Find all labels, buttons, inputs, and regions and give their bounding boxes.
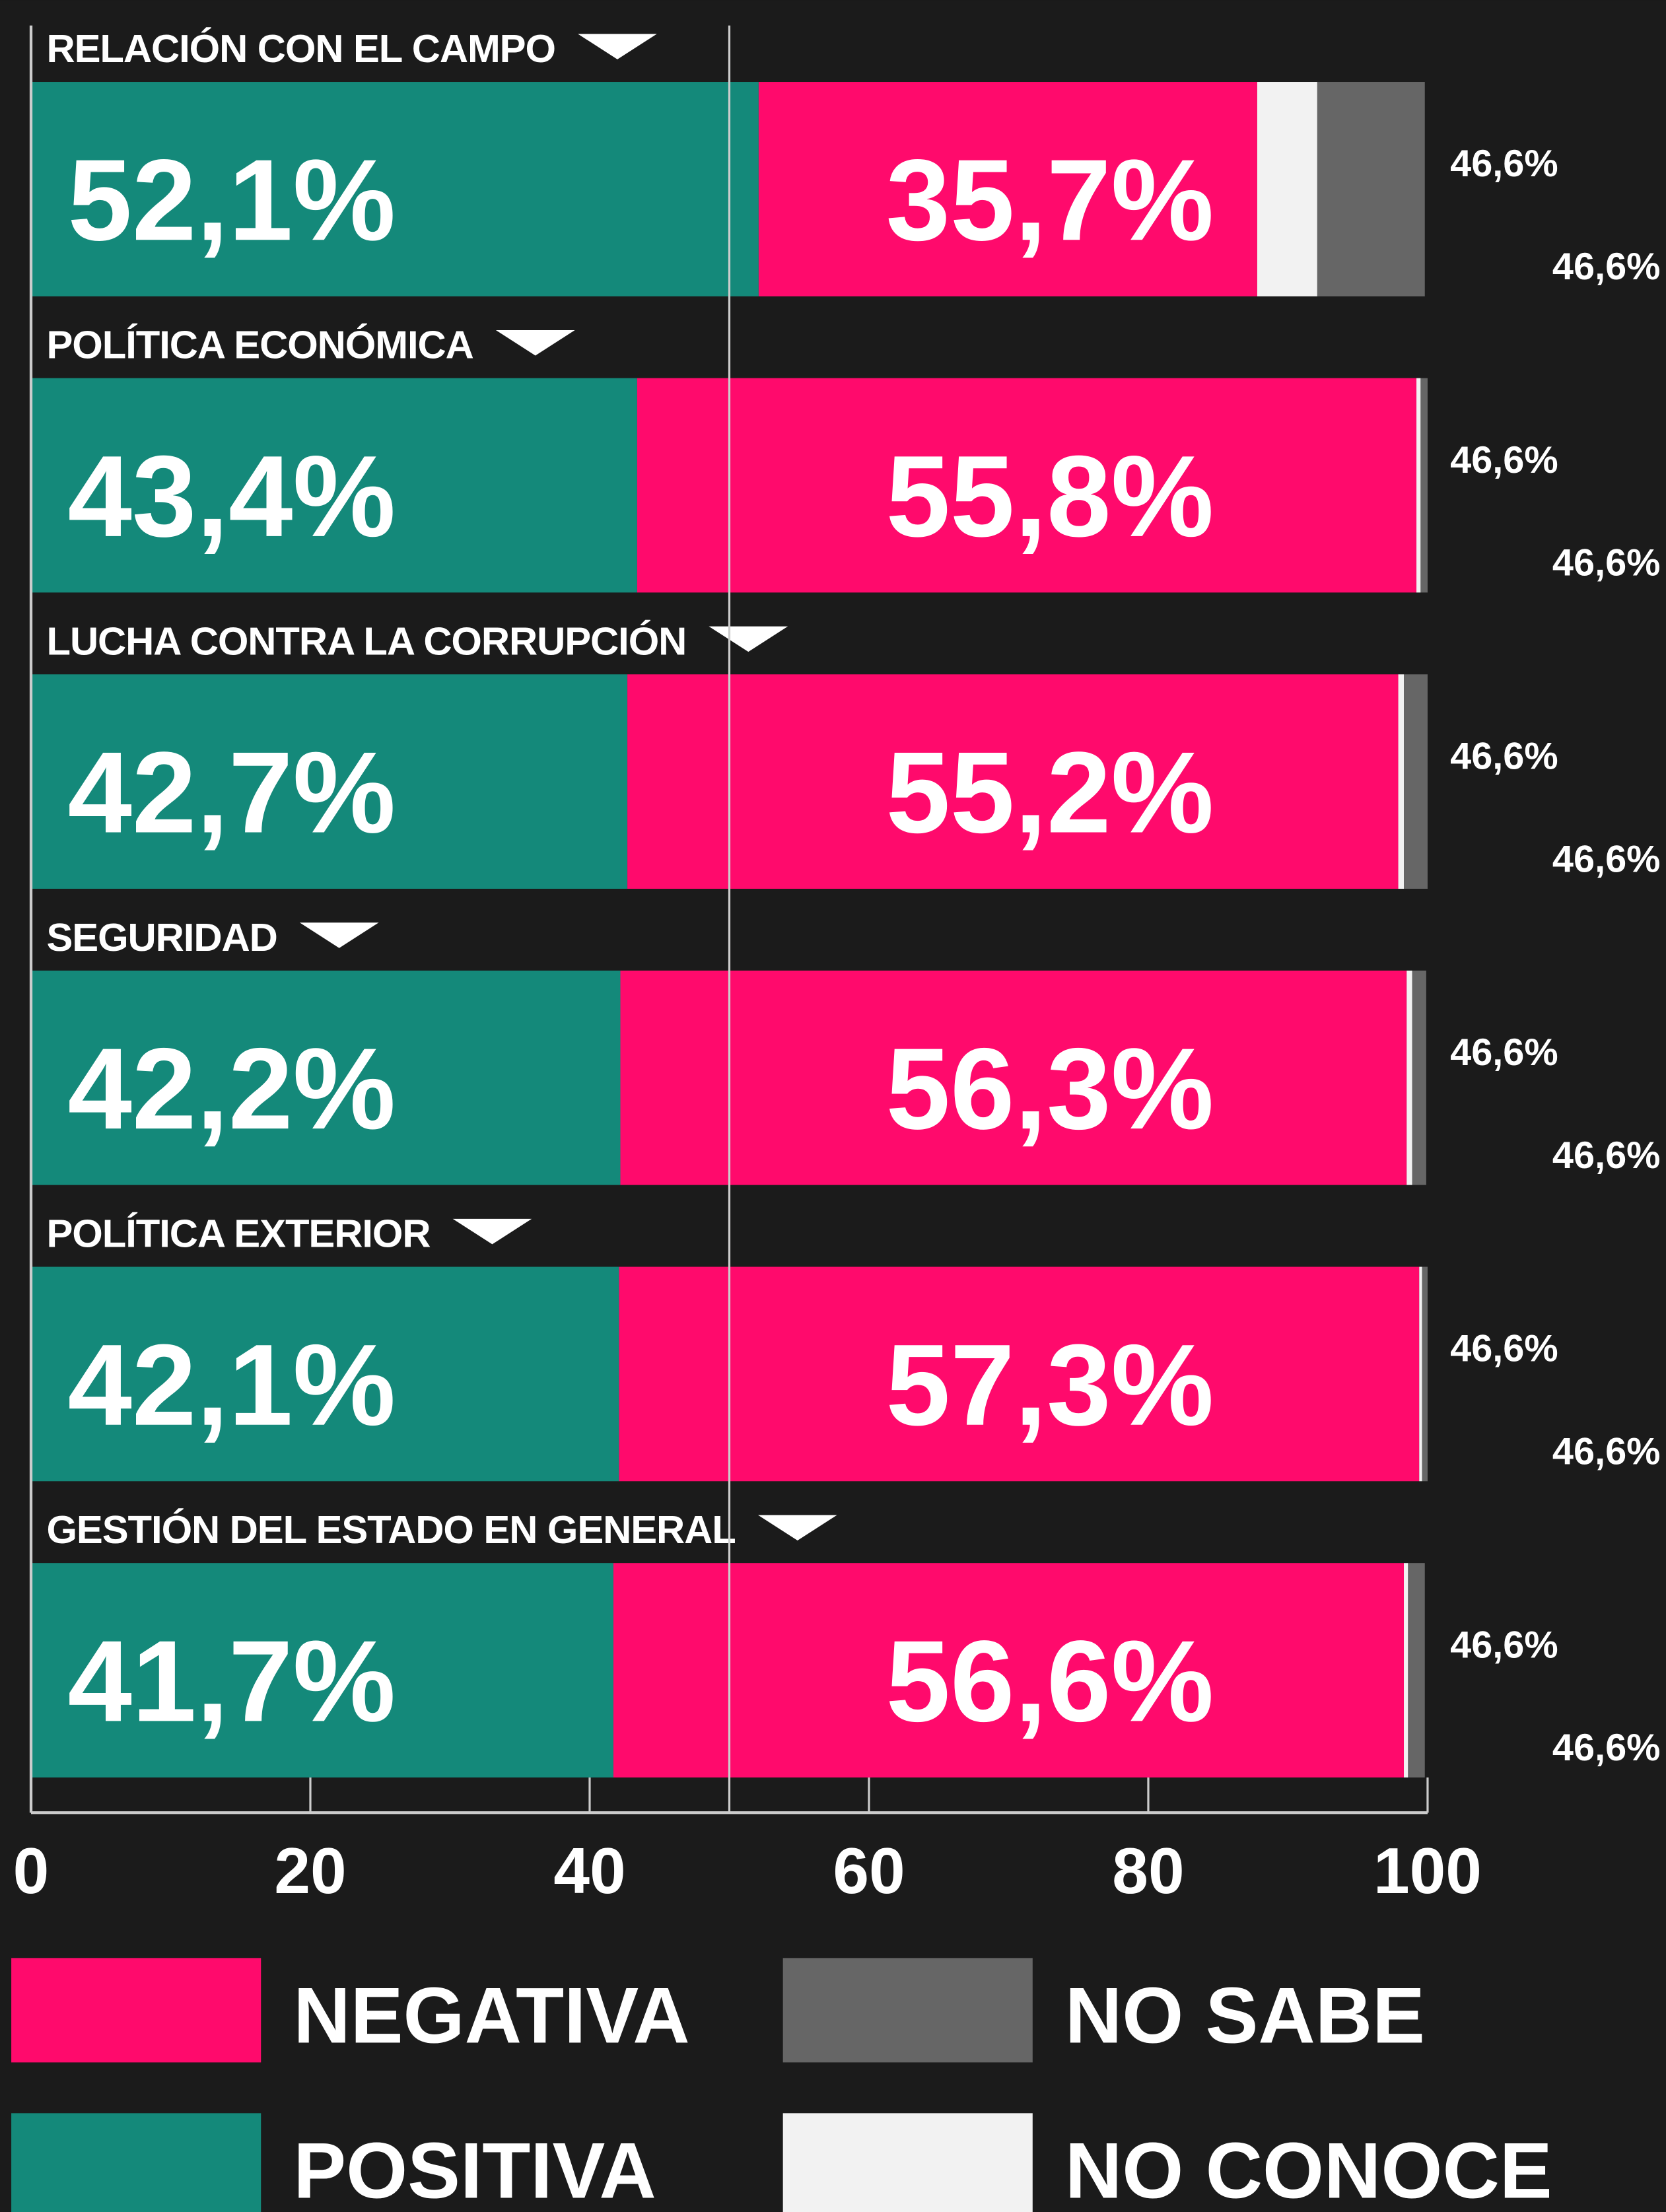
bar-segment (1404, 1563, 1408, 1778)
side-label: 46,6% (1450, 1031, 1558, 1074)
bar-segment (30, 1266, 619, 1482)
side-label: 46,6% (1552, 1727, 1661, 1769)
value-label: 43,4% (68, 432, 396, 561)
value-label: 41,7% (68, 1616, 396, 1746)
category-label: RELACIÓN CON EL CAMPO (46, 26, 555, 71)
value-label: 55,8% (886, 432, 1214, 561)
bar-segment (637, 378, 1417, 593)
bar-segment (620, 970, 1407, 1185)
category-label: LUCHA CONTRA LA CORRUPCIÓN (46, 619, 686, 663)
category-arrow (495, 330, 575, 356)
value-label: 52,1% (68, 135, 396, 265)
bar-segment (30, 378, 637, 593)
value-label: 56,6% (886, 1616, 1214, 1746)
bar-segment (758, 82, 1257, 296)
side-label: 46,6% (1450, 439, 1558, 481)
legend-swatch (782, 1958, 1033, 2063)
x-tick-label: 20 (274, 1834, 346, 1907)
category-arrow (757, 1515, 837, 1540)
x-tick-label: 100 (1373, 1834, 1482, 1907)
value-label: 42,2% (68, 1024, 396, 1154)
side-label: 46,6% (1552, 1134, 1661, 1177)
bar-segment (1420, 378, 1428, 593)
bar-segment (1412, 970, 1426, 1185)
value-label: 56,3% (886, 1024, 1214, 1154)
bar-segment (1406, 970, 1412, 1185)
bar-segment (30, 1563, 613, 1778)
legend-swatch (11, 1958, 261, 2063)
category-label: POLÍTICA ECONÓMICA (46, 323, 473, 367)
x-tick-label: 0 (13, 1834, 50, 1907)
bar-segment (613, 1563, 1405, 1778)
legend-label: POSITIVA (293, 2127, 656, 2212)
category-label: POLÍTICA EXTERIOR (46, 1212, 430, 1256)
bar-segment (30, 82, 759, 296)
category-arrow (578, 34, 657, 59)
side-label: 46,6% (1450, 1328, 1558, 1370)
x-tick-label: 60 (833, 1834, 905, 1907)
bar-segment (1257, 82, 1317, 296)
legend-label: NO CONOCE (1065, 2127, 1552, 2212)
x-tick-label: 40 (553, 1834, 625, 1907)
bar-segment (627, 674, 1399, 889)
bar-segment (1317, 82, 1425, 296)
legend-label: NEGATIVA (293, 1972, 689, 2060)
value-label: 57,3% (886, 1321, 1214, 1450)
category-label: GESTIÓN DEL ESTADO EN GENERAL (46, 1507, 735, 1552)
bar-segment (1408, 1563, 1425, 1778)
side-label: 46,6% (1552, 542, 1661, 584)
bar-segment (1398, 674, 1405, 889)
side-label: 46,6% (1450, 143, 1558, 185)
category-arrow (299, 922, 379, 948)
bar-segment (30, 674, 628, 889)
side-label: 46,6% (1552, 246, 1661, 288)
value-label: 42,1% (68, 1321, 396, 1450)
side-label: 46,6% (1552, 838, 1661, 880)
legend-swatch (782, 2113, 1033, 2212)
bar-segment (1416, 378, 1421, 593)
bar-segment (30, 970, 621, 1185)
legend-swatch (11, 2113, 261, 2212)
bar-segment (1404, 674, 1428, 889)
legend-label: NO SABE (1065, 1972, 1425, 2060)
value-label: 55,2% (886, 728, 1214, 858)
category-arrow (452, 1218, 532, 1245)
x-tick-label: 80 (1112, 1834, 1184, 1907)
side-label: 46,6% (1450, 1624, 1558, 1666)
bar-segment (619, 1266, 1420, 1482)
bar-segment (1422, 1266, 1428, 1482)
bar-segment (1419, 1266, 1422, 1482)
side-label: 46,6% (1450, 735, 1558, 777)
value-label: 35,7% (886, 135, 1214, 265)
value-label: 42,7% (68, 728, 396, 858)
category-label: SEGURIDAD (46, 915, 277, 959)
side-label: 46,6% (1552, 1431, 1661, 1473)
